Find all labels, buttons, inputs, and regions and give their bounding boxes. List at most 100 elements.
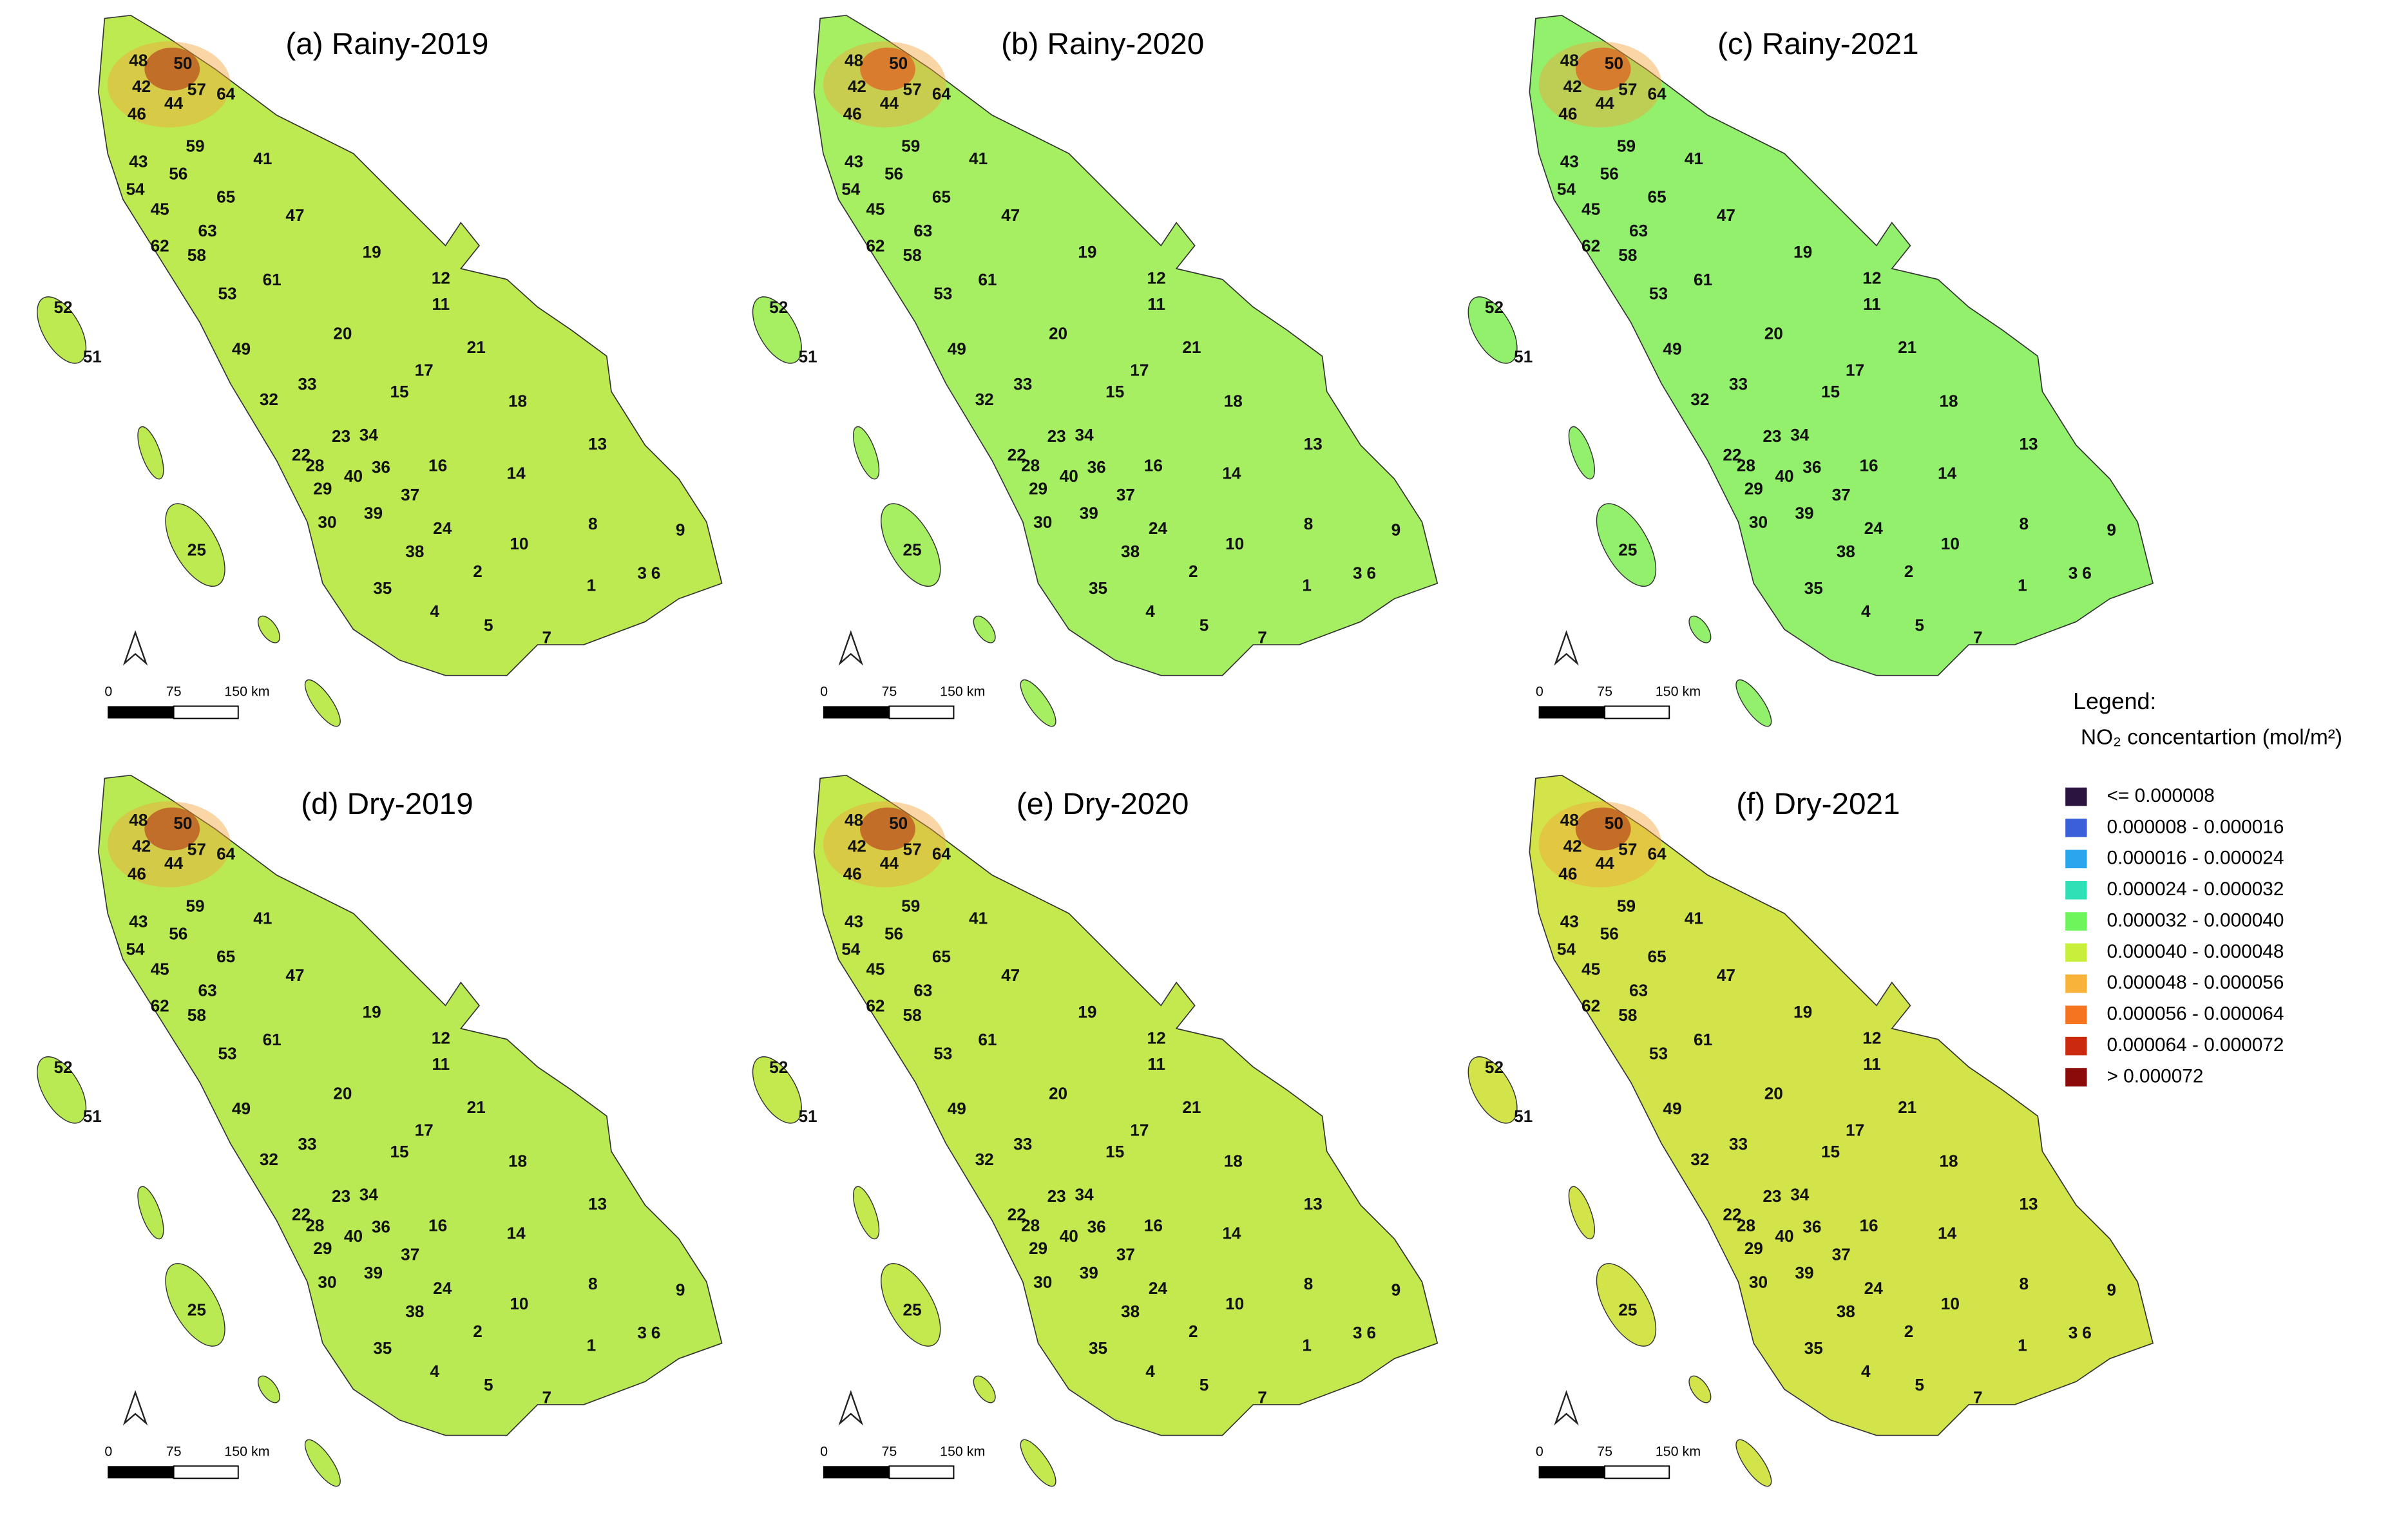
scale-bar-label: 0 bbox=[820, 684, 828, 699]
region-label: 46 bbox=[843, 104, 862, 124]
region-label: 20 bbox=[333, 1083, 352, 1103]
region-label: 2 bbox=[473, 1322, 483, 1341]
panel-title: (a) Rainy-2019 bbox=[285, 27, 488, 61]
region-label: 44 bbox=[880, 93, 899, 113]
hotspot-halo bbox=[1538, 801, 1662, 888]
island bbox=[1467, 296, 1518, 364]
region-label: 23 bbox=[332, 1186, 350, 1206]
region-label: 7 bbox=[542, 1387, 552, 1407]
region-label: 57 bbox=[187, 839, 206, 859]
region-label: 65 bbox=[216, 187, 235, 206]
region-label: 45 bbox=[1581, 199, 1600, 218]
region-label: 41 bbox=[969, 909, 988, 928]
region-label: 1 bbox=[1302, 1335, 1312, 1354]
region-label: 39 bbox=[364, 503, 383, 522]
panel-title: (e) Dry-2020 bbox=[1017, 787, 1189, 821]
hotspot-halo bbox=[108, 41, 231, 128]
region-label: 52 bbox=[769, 1058, 788, 1077]
panel-title: (f) Dry-2021 bbox=[1736, 787, 1900, 821]
region-label: 44 bbox=[880, 853, 899, 873]
region-label: 18 bbox=[508, 391, 527, 410]
region-label: 21 bbox=[467, 337, 486, 357]
region-label: 15 bbox=[1821, 1142, 1840, 1161]
region-label: 24 bbox=[1149, 1278, 1168, 1298]
region-label: 45 bbox=[1581, 959, 1600, 978]
region-label: 32 bbox=[975, 390, 994, 409]
region-label: 35 bbox=[1089, 578, 1107, 598]
region-label: 33 bbox=[1013, 374, 1032, 394]
region-label: 63 bbox=[913, 981, 932, 1000]
region-label: 38 bbox=[1837, 1302, 1855, 1321]
region-label: 53 bbox=[1649, 1043, 1668, 1063]
region-label: 65 bbox=[932, 947, 951, 966]
region-label: 32 bbox=[1690, 1150, 1709, 1169]
region-label: 28 bbox=[1021, 456, 1040, 475]
panel-title: (c) Rainy-2021 bbox=[1717, 27, 1919, 61]
region-label: 54 bbox=[126, 179, 145, 198]
scale-bar-label: 75 bbox=[881, 1443, 897, 1459]
island bbox=[1467, 1056, 1518, 1124]
legend-label: 0.000064 - 0.000072 bbox=[2107, 1034, 2284, 1056]
region-label: 39 bbox=[1080, 1263, 1098, 1282]
region-label: 4 bbox=[430, 1362, 440, 1381]
region-label: 29 bbox=[1029, 479, 1047, 498]
region-label: 63 bbox=[913, 221, 932, 240]
scale-bar-label: 0 bbox=[820, 1443, 828, 1459]
region-label: 46 bbox=[128, 104, 146, 124]
region-label: 13 bbox=[1304, 434, 1323, 453]
region-label: 20 bbox=[1049, 324, 1067, 343]
region-label: 63 bbox=[198, 981, 217, 1000]
region-label: 48 bbox=[129, 50, 148, 70]
region-label: 16 bbox=[1144, 456, 1163, 475]
region-label: 43 bbox=[845, 152, 863, 171]
region-label: 1 bbox=[2018, 575, 2027, 594]
region-label: 33 bbox=[298, 1134, 316, 1154]
region-label: 9 bbox=[2107, 1280, 2116, 1299]
region-label: 45 bbox=[866, 199, 884, 218]
region-label: 18 bbox=[1224, 391, 1243, 410]
region-label: 20 bbox=[1049, 1083, 1067, 1103]
region-label: 24 bbox=[1864, 518, 1884, 538]
region-label: 61 bbox=[978, 1030, 997, 1049]
region-label: 6 bbox=[651, 1323, 661, 1342]
region-label: 38 bbox=[1121, 1302, 1140, 1321]
region-label: 23 bbox=[332, 426, 350, 446]
region-label: 22 bbox=[1008, 1205, 1026, 1224]
region-label: 50 bbox=[1605, 53, 1623, 73]
scale-bar-label: 75 bbox=[1597, 684, 1612, 699]
region-label: 53 bbox=[1649, 284, 1668, 303]
region-label: 23 bbox=[1047, 1186, 1066, 1206]
region-label: 61 bbox=[978, 270, 997, 289]
hotspot bbox=[144, 807, 200, 851]
region-label: 13 bbox=[1304, 1194, 1323, 1213]
legend-title: Legend: bbox=[2073, 689, 2156, 714]
region-label: 19 bbox=[363, 1002, 381, 1021]
panel-title: (d) Dry-2019 bbox=[301, 787, 473, 821]
scale-bar-label: 75 bbox=[881, 684, 897, 699]
region-label: 12 bbox=[1862, 269, 1881, 288]
region-label: 51 bbox=[1514, 347, 1533, 366]
region-label: 57 bbox=[903, 80, 922, 99]
region-label: 20 bbox=[333, 324, 352, 343]
region-label: 58 bbox=[1618, 1005, 1637, 1025]
region-label: 34 bbox=[1075, 425, 1094, 444]
region-label: 10 bbox=[1941, 1294, 1960, 1313]
region-label: 15 bbox=[1105, 1142, 1124, 1161]
region-label: 53 bbox=[218, 1043, 236, 1063]
scale-bar-label: 150 km bbox=[224, 684, 269, 699]
region-label: 28 bbox=[1021, 1215, 1040, 1235]
region-label: 38 bbox=[405, 1302, 424, 1321]
region-label: 2 bbox=[473, 562, 483, 581]
region-label: 3 bbox=[1353, 563, 1362, 582]
region-label: 44 bbox=[164, 93, 184, 113]
island bbox=[257, 615, 280, 643]
region-label: 5 bbox=[1915, 615, 1924, 634]
region-label: 38 bbox=[1837, 542, 1855, 561]
hotspot bbox=[144, 47, 200, 91]
region-label: 10 bbox=[510, 1294, 528, 1313]
legend-swatch bbox=[2065, 787, 2087, 806]
region-label: 57 bbox=[1618, 839, 1637, 859]
region-label: 29 bbox=[313, 1239, 332, 1258]
